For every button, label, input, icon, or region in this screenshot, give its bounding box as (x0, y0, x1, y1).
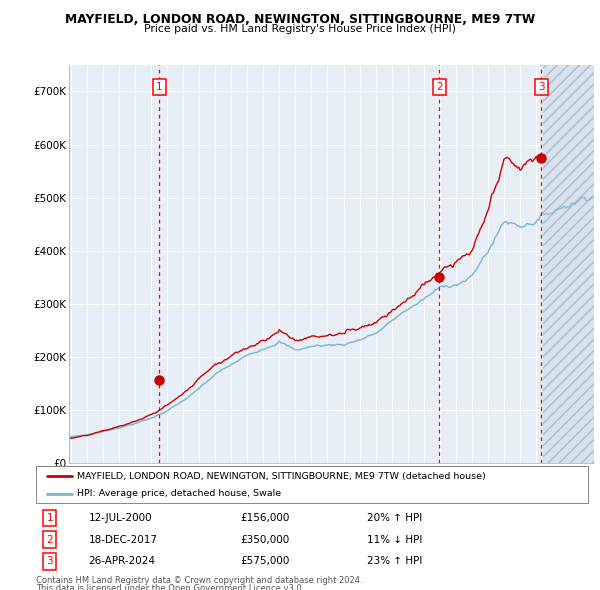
Text: HPI: Average price, detached house, Swale: HPI: Average price, detached house, Swal… (77, 489, 281, 498)
Text: Price paid vs. HM Land Registry's House Price Index (HPI): Price paid vs. HM Land Registry's House … (144, 24, 456, 34)
Text: 20% ↑ HPI: 20% ↑ HPI (367, 513, 422, 523)
Text: £575,000: £575,000 (240, 556, 290, 566)
Text: 23% ↑ HPI: 23% ↑ HPI (367, 556, 422, 566)
Text: 18-DEC-2017: 18-DEC-2017 (88, 535, 157, 545)
Text: MAYFIELD, LONDON ROAD, NEWINGTON, SITTINGBOURNE, ME9 7TW (detached house): MAYFIELD, LONDON ROAD, NEWINGTON, SITTIN… (77, 472, 486, 481)
Text: 2: 2 (46, 535, 53, 545)
Text: This data is licensed under the Open Government Licence v3.0.: This data is licensed under the Open Gov… (36, 584, 304, 590)
Text: 2: 2 (436, 82, 443, 92)
Text: 1: 1 (46, 513, 53, 523)
Text: 3: 3 (538, 82, 545, 92)
Text: Contains HM Land Registry data © Crown copyright and database right 2024.: Contains HM Land Registry data © Crown c… (36, 576, 362, 585)
Text: MAYFIELD, LONDON ROAD, NEWINGTON, SITTINGBOURNE, ME9 7TW: MAYFIELD, LONDON ROAD, NEWINGTON, SITTIN… (65, 13, 535, 26)
Text: 1: 1 (156, 82, 163, 92)
Text: £156,000: £156,000 (240, 513, 290, 523)
Text: £350,000: £350,000 (240, 535, 289, 545)
Text: 12-JUL-2000: 12-JUL-2000 (88, 513, 152, 523)
Bar (544, 65, 594, 463)
Text: 3: 3 (46, 556, 53, 566)
Text: 11% ↓ HPI: 11% ↓ HPI (367, 535, 422, 545)
Text: 26-APR-2024: 26-APR-2024 (88, 556, 155, 566)
